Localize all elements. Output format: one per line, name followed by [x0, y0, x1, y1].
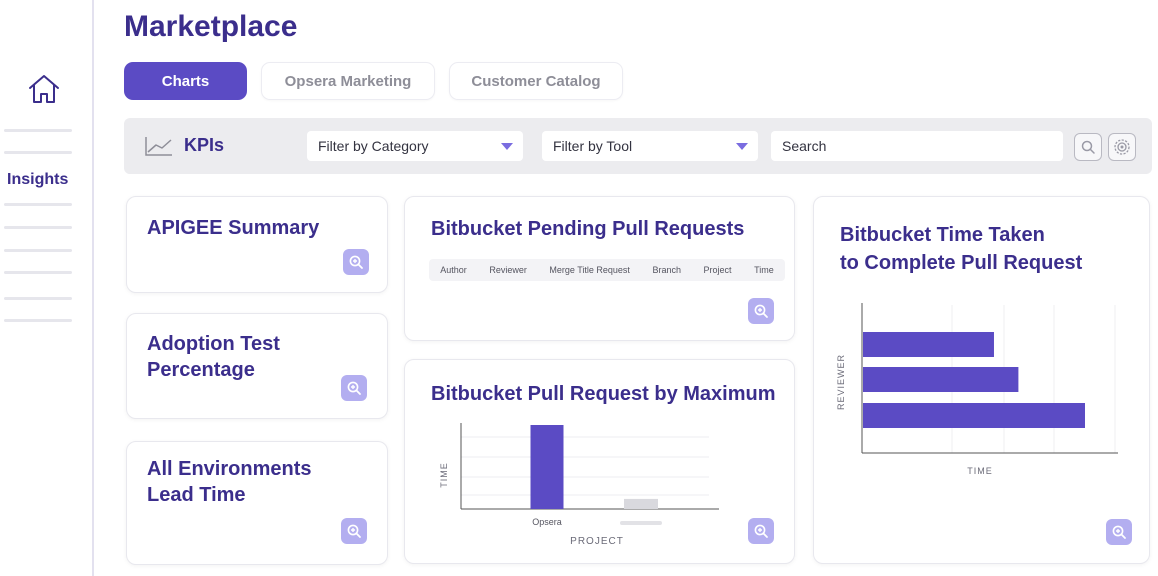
zoom-in-button[interactable]: [748, 518, 774, 544]
zoom-in-icon: [754, 304, 768, 318]
card-title: APIGEE Summary: [147, 217, 320, 239]
tool-filter-select[interactable]: Filter by Tool: [542, 131, 758, 161]
kpi-card-adoption-test[interactable]: Adoption Test Percentage: [126, 313, 388, 419]
sidebar-divider: [4, 129, 72, 132]
filter-bar: KPIs Filter by Category Filter by Tool: [124, 118, 1152, 174]
card-title-line2: Percentage: [147, 359, 255, 381]
tool-filter-value: Filter by Tool: [553, 138, 633, 154]
kpi-card-time-taken[interactable]: Bitbucket Time Taken to Complete Pull Re…: [813, 196, 1150, 564]
chart-bars: [530, 425, 658, 509]
column-header: Author: [440, 265, 467, 275]
column-header: Project: [703, 265, 732, 275]
zoom-in-button[interactable]: [343, 249, 369, 275]
zoom-in-icon: [347, 524, 361, 538]
sidebar-divider: [4, 151, 72, 154]
zoom-in-icon: [1112, 525, 1126, 539]
kpi-card-apigee-summary[interactable]: APIGEE Summary: [126, 196, 388, 293]
bar-reviewer-1: [863, 332, 994, 357]
category-filter-value: Filter by Category: [318, 138, 429, 154]
column-header: Branch: [652, 265, 681, 275]
column-header: Reviewer: [489, 265, 527, 275]
x-axis-label: TIME: [967, 466, 993, 476]
line-chart-icon: [145, 137, 172, 156]
chart-bars: [863, 332, 1085, 428]
zoom-in-button[interactable]: [341, 375, 367, 401]
column-header: Merge Title Request: [549, 265, 630, 275]
tab-customer-catalog[interactable]: Customer Catalog: [449, 62, 623, 100]
zoom-in-button[interactable]: [748, 298, 774, 324]
y-axis-label: REVIEWER: [836, 354, 846, 410]
x-axis-label: PROJECT: [570, 536, 624, 547]
card-title-line2: Lead Time: [147, 484, 246, 506]
sidebar-divider: [4, 319, 72, 322]
card-title-line1: Adoption Test: [147, 333, 280, 355]
sidebar: Insights: [0, 0, 94, 576]
search-input[interactable]: [771, 131, 1063, 161]
column-header: Time: [754, 265, 774, 275]
card-title: Bitbucket Pull Request by Maximum: [431, 383, 776, 405]
y-axis-label: TIME: [439, 462, 449, 488]
project-time-bar-chart: Opsera TIME PROJECT: [439, 423, 719, 547]
card-title: Bitbucket Pending Pull Requests: [431, 218, 745, 240]
chart-tick-labels: Opsera: [532, 517, 662, 527]
sidebar-item-insights[interactable]: Insights: [7, 171, 69, 188]
zoom-in-button[interactable]: [341, 518, 367, 544]
bar-opsera: [530, 425, 564, 509]
zoom-in-icon: [347, 381, 361, 395]
card-title-line2: to Complete Pull Request: [840, 252, 1083, 274]
bar-reviewer-3: [863, 403, 1085, 428]
chart-gridlines: [461, 436, 709, 496]
x-tick-placeholder: [620, 521, 662, 525]
kpi-card-pending-pull-requests[interactable]: Bitbucket Pending Pull Requests Author R…: [404, 196, 795, 341]
zoom-in-icon: [349, 255, 363, 269]
sidebar-divider: [4, 271, 72, 274]
caret-down-icon: [736, 143, 748, 150]
sidebar-divider: [4, 226, 72, 229]
tab-opsera-marketing[interactable]: Opsera Marketing: [261, 62, 435, 100]
kpi-card-environments-lead-time[interactable]: All Environments Lead Time: [126, 441, 388, 565]
card-title-line1: All Environments: [147, 458, 312, 480]
search-button[interactable]: [1074, 133, 1102, 161]
page-title: Marketplace: [124, 10, 298, 43]
gear-icon: [1114, 139, 1130, 155]
caret-down-icon: [501, 143, 513, 150]
bar-category-2: [624, 498, 658, 509]
kpi-card-pull-request-by-maximum[interactable]: Bitbucket Pull Request by Maximum Opsera…: [404, 359, 795, 564]
settings-button[interactable]: [1108, 133, 1136, 161]
home-icon[interactable]: [26, 72, 62, 106]
sidebar-divider: [4, 249, 72, 252]
reviewer-time-bar-chart: REVIEWER TIME: [836, 303, 1118, 476]
search-icon: [1081, 140, 1095, 154]
category-filter-select[interactable]: Filter by Category: [307, 131, 523, 161]
kpis-label: KPIs: [184, 135, 225, 155]
card-title-line1: Bitbucket Time Taken: [840, 224, 1045, 246]
x-tick-label: Opsera: [532, 517, 562, 527]
tab-charts[interactable]: Charts: [124, 62, 247, 100]
sidebar-divider: [4, 297, 72, 300]
sidebar-divider: [4, 203, 72, 206]
zoom-in-button[interactable]: [1106, 519, 1132, 545]
zoom-in-icon: [754, 524, 768, 538]
table-header: Author Reviewer Merge Title Request Bran…: [429, 259, 785, 281]
bar-reviewer-2: [863, 367, 1019, 392]
